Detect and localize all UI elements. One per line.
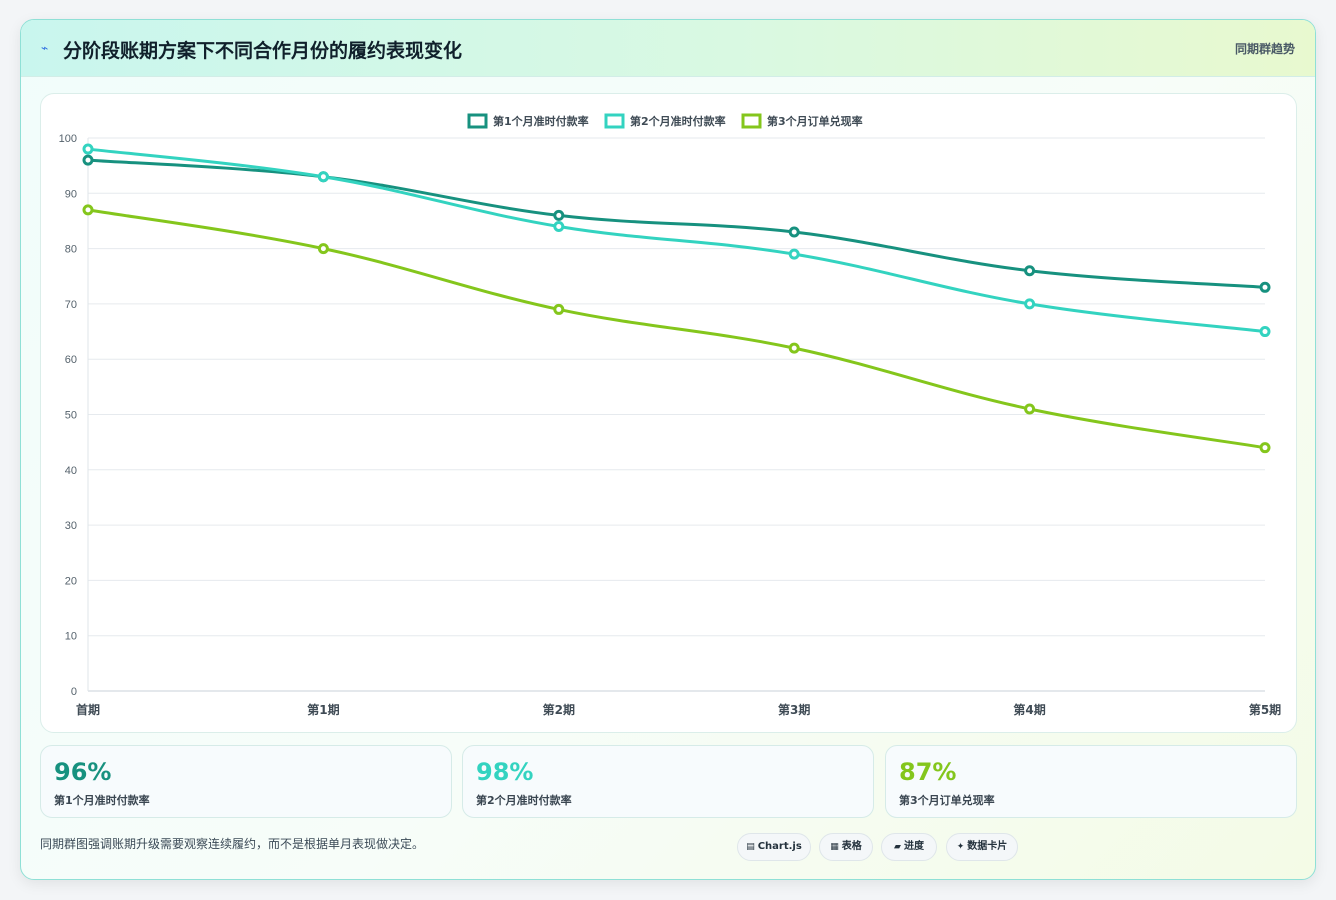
y-tick-label: 20 [65,575,77,587]
data-point [553,303,565,315]
series-line-1 [87,158,1266,289]
kpi-label: 第3个月订单兑现率 [899,794,995,807]
chip-progress[interactable]: ▰ 进度 [881,833,937,861]
data-point [82,143,94,155]
legend-swatch [467,113,488,129]
chip-label: 表格 [841,841,862,852]
data-point [553,220,565,232]
data-point [1259,281,1271,293]
page-title: 分阶段账期方案下不同合作月份的履约表现变化 [63,40,463,62]
data-point [788,226,800,238]
data-point [317,171,329,183]
kpi-value: 98% [476,758,534,786]
kpi-card-3: 87% 第3个月订单兑现率 [885,745,1297,818]
y-tick-label: 100 [59,133,77,145]
y-tick-label: 50 [65,410,77,422]
data-point [82,204,94,216]
data-point [553,209,565,221]
data-point [1259,326,1271,338]
legend-label: 第3个月订单兑现率 [767,114,863,128]
data-point [1024,298,1036,310]
card-header: ⌁ 分阶段账期方案下不同合作月份的履约表现变化 同期群趋势 [21,20,1315,77]
data-point [1259,442,1271,454]
series-line-2 [87,147,1266,334]
y-tick-label: 0 [71,686,77,698]
chip-table[interactable]: ▦ 表格 [819,833,873,861]
y-tick-label: 90 [65,188,77,200]
chip-label: 进度 [903,841,924,852]
y-tick-label: 80 [65,244,77,256]
x-tick-label: 第1期 [307,702,339,717]
y-tick-label: 60 [65,354,77,366]
sparkle-icon: ✦ [956,842,965,852]
kpi-row: 96% 第1个月准时付款率 98% 第2个月准时付款率 87% 第3个月订单兑现… [40,745,1297,818]
y-tick-label: 10 [65,631,77,643]
kpi-card-1: 96% 第1个月准时付款率 [40,745,452,818]
data-point [788,248,800,260]
data-point [82,154,94,166]
chip-data-card[interactable]: ✦ 数据卡片 [946,833,1018,861]
data-point [1024,403,1036,415]
legend-label: 第2个月准时付款率 [630,114,726,128]
x-tick-label: 第3期 [778,702,810,717]
chart-panel: 0 10 20 30 40 50 60 70 80 90 100 首期 第1期 第2期 第3期 第4期 第5期 第… [40,93,1297,733]
data-point [317,243,329,255]
kpi-label: 第1个月准时付款率 [54,794,150,807]
chip-label: 数据卡片 [967,841,1008,852]
lightning-icon: ⌁ [41,41,49,55]
y-tick-label: 30 [65,520,77,532]
kpi-card-2: 98% 第2个月准时付款率 [462,745,874,818]
footer-note: 同期群图强调账期升级需要观察连续履约，而不是根据单月表现做决定。 [40,837,425,851]
chip-chartjs[interactable]: ▤ Chart.js [737,833,811,861]
kpi-value: 87% [899,758,957,786]
data-point [1024,265,1036,277]
data-point [788,342,800,354]
line-chart: 0 10 20 30 40 50 60 70 80 90 100 首期 第1期 第2期 第3期 第4期 第5期 第… [59,113,1281,717]
x-tick-label: 第2期 [543,702,575,717]
chart-card: ⌁ 分阶段账期方案下不同合作月份的履约表现变化 同期群趋势 0 10 20 30 40 5… [20,19,1316,880]
y-tick-label: 70 [65,299,77,311]
y-tick-label: 40 [65,465,77,477]
chip-label: Chart.js [757,841,802,852]
progress-icon: ▰ [894,842,901,852]
legend-swatch [741,113,762,129]
table-icon: ▦ [830,842,839,852]
chart-icon: ▤ [746,842,755,852]
header-tag: 同期群趋势 [1234,42,1295,56]
x-tick-label: 第4期 [1013,702,1045,717]
legend-label: 第1个月准时付款率 [493,114,589,128]
x-tick-label: 首期 [76,702,100,717]
x-tick-label: 第5期 [1249,702,1281,717]
kpi-label: 第2个月准时付款率 [476,794,572,807]
kpi-value: 96% [54,758,112,786]
series-line-3 [87,208,1266,450]
legend-swatch [604,113,625,129]
